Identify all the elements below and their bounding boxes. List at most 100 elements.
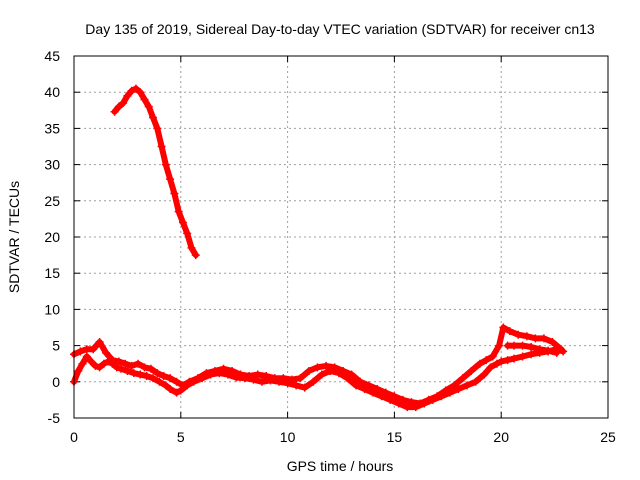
data-point: [510, 354, 519, 363]
data-point: [76, 347, 85, 356]
data-point: [146, 364, 155, 373]
data-point: [127, 86, 136, 95]
data-point: [191, 251, 200, 260]
data-point: [236, 370, 245, 379]
data-point: [482, 356, 491, 365]
data-point: [193, 374, 202, 383]
data-point: [522, 332, 531, 341]
series-return-band: [503, 341, 561, 357]
data-point: [78, 359, 87, 368]
y-tick-label: 20: [44, 229, 60, 245]
data-point: [123, 91, 132, 100]
data-point: [159, 372, 168, 381]
data-point: [134, 359, 143, 368]
data-point: [153, 369, 162, 378]
data-point: [112, 363, 121, 372]
y-axis-label: SDTVAR / TECUs: [6, 181, 22, 293]
y-tick-label: 25: [44, 193, 60, 209]
data-point: [166, 175, 175, 184]
data-point: [279, 374, 288, 383]
data-point: [91, 361, 100, 370]
data-point: [116, 364, 125, 373]
data-point: [510, 341, 519, 350]
data-point: [153, 124, 162, 133]
data-point: [381, 388, 390, 397]
data-point: [300, 383, 309, 392]
data-point: [544, 346, 553, 355]
data-point: [499, 323, 508, 332]
data-point: [149, 374, 158, 383]
x-tick-label: 0: [70, 429, 78, 445]
x-axis-tick-labels: 0 5 10 15 20 25: [70, 429, 616, 445]
data-point: [245, 372, 254, 381]
data-point: [309, 377, 318, 386]
data-point: [364, 381, 373, 390]
data-point: [330, 363, 339, 372]
data-point: [557, 345, 566, 354]
y-tick-label: 0: [52, 374, 60, 390]
data-point: [136, 370, 145, 379]
data-point: [424, 395, 433, 404]
data-point: [403, 403, 412, 412]
data-point: [488, 352, 497, 361]
series-band: [71, 324, 564, 407]
data-point: [210, 366, 219, 375]
data-point: [527, 350, 536, 359]
x-tick-label: 25: [600, 429, 616, 445]
data-point: [527, 343, 536, 352]
data-point: [441, 386, 450, 395]
data-point: [480, 370, 489, 379]
data-point: [322, 361, 331, 370]
data-point: [433, 392, 442, 401]
data-point: [202, 369, 211, 378]
y-tick-label: 30: [44, 157, 60, 173]
data-point: [514, 330, 523, 339]
data-point: [95, 337, 104, 346]
x-axis-label: GPS time / hours: [287, 458, 394, 474]
data-point: [99, 359, 108, 368]
data-point: [82, 352, 91, 361]
data-point: [172, 388, 181, 397]
data-point: [166, 374, 175, 383]
data-point: [270, 374, 279, 383]
data-point: [127, 361, 136, 370]
data-point: [518, 341, 527, 350]
data-point: [121, 359, 130, 368]
data-point: [486, 363, 495, 372]
data-point: [172, 377, 181, 386]
y-axis-tick-labels: -5 0 5 10 15 20 25 30 35 40 45: [44, 48, 60, 426]
data-point: [257, 377, 266, 386]
data-point: [458, 374, 467, 383]
y-tick-label: -5: [48, 410, 61, 426]
data-point: [373, 385, 382, 394]
data-point: [471, 377, 480, 386]
data-point: [407, 398, 416, 407]
data-point: [287, 375, 296, 384]
data-point: [253, 370, 262, 379]
data-point: [356, 377, 365, 386]
y-tick-label: 5: [52, 338, 60, 354]
data-point: [74, 366, 83, 375]
series-upper-band: [70, 323, 566, 408]
x-tick-label: 15: [387, 429, 403, 445]
x-tick-label: 5: [177, 429, 185, 445]
data-point: [467, 366, 476, 375]
data-point: [313, 363, 322, 372]
chart-title: Day 135 of 2019, Sidereal Day-to-day VTE…: [85, 21, 595, 37]
data-point: [174, 207, 183, 216]
data-point: [95, 363, 104, 372]
data-point: [475, 359, 484, 368]
data-point: [161, 160, 170, 169]
data-point: [102, 348, 111, 357]
data-point: [518, 352, 527, 361]
y-tick-label: 10: [44, 301, 60, 317]
data-point: [140, 95, 149, 104]
data-point: [548, 337, 557, 346]
data-point: [228, 366, 237, 375]
y-tick-label: 45: [44, 48, 60, 64]
plot-frame: [73, 55, 609, 419]
data-point: [339, 366, 348, 375]
data-point: [155, 377, 164, 386]
data-layer: [70, 84, 568, 412]
